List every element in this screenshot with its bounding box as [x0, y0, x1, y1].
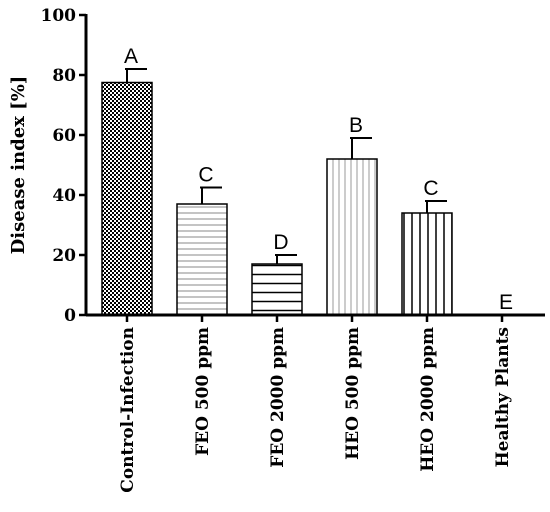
y-tick-label: 100	[41, 6, 77, 26]
significance-letter: D	[273, 231, 288, 254]
x-tick-label: FEO 2000 ppm	[268, 327, 288, 468]
bar-3	[326, 158, 378, 316]
y-tick-label: 0	[64, 306, 76, 326]
y-tick-label: 60	[52, 126, 76, 146]
error-bar-1	[200, 186, 222, 204]
error-bar-2	[275, 254, 297, 264]
error-bars	[125, 68, 447, 264]
error-bar-4	[425, 200, 447, 213]
x-tick-label: Control-Infection	[118, 327, 138, 493]
y-axis-ticks: 0 20 40 60 80 100	[41, 6, 86, 326]
significance-letter: E	[499, 291, 513, 314]
significance-letter: C	[423, 177, 438, 200]
significance-letter: B	[349, 114, 363, 137]
bars	[101, 81, 453, 316]
x-tick-label: FEO 500 ppm	[193, 327, 213, 456]
x-tick-label: HEO 500 ppm	[343, 327, 363, 460]
bar-0	[101, 81, 153, 316]
significance-letter: C	[198, 164, 213, 187]
x-axis-labels: Control-Infection FEO 500 ppm FEO 2000 ppm…	[118, 315, 513, 493]
y-axis-label: Disease index [%]	[8, 76, 29, 255]
significance-letter: A	[124, 45, 138, 68]
significance-letters: A C D B C E	[124, 45, 513, 314]
x-tick-label: Healthy Plants	[493, 327, 513, 467]
error-bar-0	[125, 68, 147, 83]
y-tick-label: 20	[52, 246, 76, 266]
x-tick-label: HEO 2000 ppm	[418, 327, 438, 472]
y-tick-label: 80	[52, 66, 76, 86]
bar-1	[176, 203, 228, 316]
y-tick-label: 40	[52, 186, 76, 206]
bar-2	[251, 263, 303, 316]
bar-4	[401, 212, 453, 316]
error-bar-3	[350, 137, 372, 159]
